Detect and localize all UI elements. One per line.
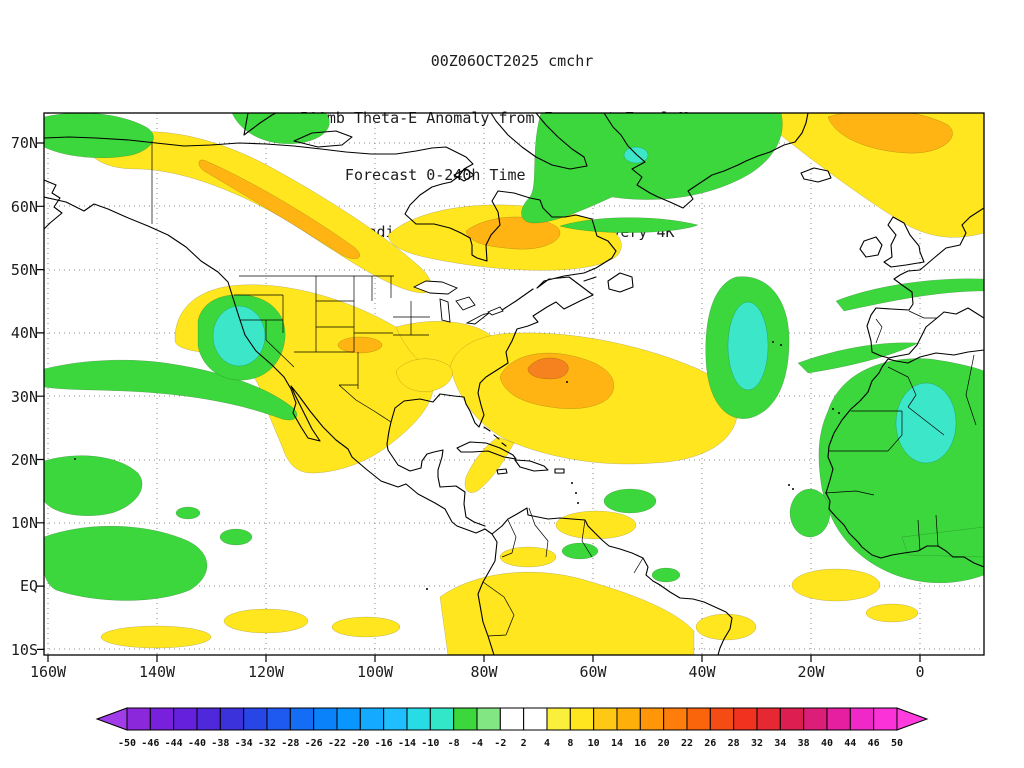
colorbar-tick-label: 40 [821,738,833,749]
colorbar-cell [709,707,735,731]
colorbar-tick-label: -46 [141,738,159,749]
negative-anomaly-shading [44,113,984,601]
colorbar-cell [803,707,828,731]
colorbar-cell [429,707,455,731]
colorbar-cell [149,707,175,731]
lat-label: 20N [10,451,38,469]
colorbar-cell [873,707,898,731]
colorbar-tick-label: -2 [494,738,506,749]
lon-label: 140W [138,663,176,681]
colorbar-cell [359,707,385,731]
map-canvas [37,112,985,662]
colorbar-cell [336,707,361,731]
colorbar-tick-label: -22 [328,738,346,749]
colorbar-cell [499,707,525,731]
lat-label: 10N [10,514,38,532]
colorbar-tick-label: 44 [844,738,856,749]
colorbar-tick-label: -32 [258,738,276,749]
colorbar-tick-label: 32 [751,738,763,749]
colorbar-cell [569,707,595,731]
colorbar-tick-label: 28 [728,738,740,749]
colorbar-cell [453,707,478,731]
colorbar-tick-label: -10 [421,738,439,749]
colorbar-tick-label: 22 [681,738,693,749]
colorbar-tick-label: -40 [188,738,206,749]
lat-label: 10S [10,641,38,659]
colorbar-tick-label: 8 [567,738,573,749]
colorbar-tick-label: 34 [774,738,786,749]
colorbar-cell [173,707,198,731]
map-frame [43,112,985,656]
lon-label: 120W [247,663,285,681]
title-line-1: 00Z06OCT2025 cmchr [430,52,594,70]
lat-label: 60N [10,198,38,216]
colorbar-tick-label: 14 [611,738,623,749]
colorbar-cell [243,707,268,731]
colorbar-cell [406,707,431,731]
colorbar-cell [546,707,571,731]
colorbar-cell [826,707,851,731]
colorbar-cell [593,707,618,731]
colorbar-tick-label: -34 [235,738,253,749]
colorbar-cell [733,707,758,731]
colorbar-cell [266,707,291,731]
lat-label: 70N [10,134,38,152]
colorbar-tick-label: -16 [375,738,393,749]
colorbar-tick-label: 4 [544,738,550,749]
colorbar-tick-label: -28 [281,738,299,749]
colorbar-left-arrow [95,707,128,731]
lon-label: 0 [915,663,925,681]
colorbar-cell [663,707,688,731]
colorbar-cell [313,707,338,731]
colorbar-cell [616,707,641,731]
colorbar-tick-label: -44 [165,738,183,749]
colorbar-cell [289,707,315,731]
colorbar-cell [849,707,875,731]
lon-label: 40W [688,663,716,681]
colorbar-svg: -50 -46 -44 -40 -38 -34 -32 -28 -26 -22 -20 -16 -14-… [95,707,929,749]
colorbar-tick-label: 38 [798,738,810,749]
lon-label: 100W [356,663,394,681]
colorbar-tick-label: -4 [471,738,483,749]
axis-ticks [37,142,921,662]
colorbar-tick-label: 20 [658,738,670,749]
colorbar-cell [639,707,665,731]
colorbar-right-arrow [896,707,929,731]
lon-label: 160W [29,663,67,681]
colorbar-tick-label: 46 [868,738,880,749]
colorbar-cell [383,707,408,731]
colorbar-cell [523,707,548,731]
lon-label: 60W [579,663,607,681]
shading-field [44,113,984,655]
colorbar-tick-label: -26 [305,738,323,749]
political-borders [151,141,977,637]
lat-label: 50N [10,261,38,279]
colorbar-cell [756,707,781,731]
colorbar-cell [196,707,221,731]
colorbar-tick-label: 2 [521,738,527,749]
colorbar-tick-label: 26 [704,738,716,749]
lat-label: 30N [10,388,38,406]
colorbar-tick-label: -50 [118,738,136,749]
colorbar-cell [219,707,245,731]
colorbar-tick-label: -14 [398,738,416,749]
strong-positive-shading [198,113,953,409]
colorbar-cell [779,707,805,731]
lon-label: 20W [797,663,825,681]
lat-label: 40N [10,324,38,342]
colorbar-cell [686,707,711,731]
colorbar-tick-label: 50 [891,738,903,749]
colorbar-tick-label: -38 [211,738,229,749]
colorbar-tick-label: -8 [448,738,460,749]
lat-label: EQ [19,577,38,595]
colorbar-cell [126,707,151,731]
colorbar-cell [476,707,501,731]
lon-label: 80W [470,663,498,681]
colorbar-tick-label: 10 [588,738,600,749]
coastlines [44,113,984,655]
colorbar-tick-label: -20 [351,738,369,749]
colorbar-tick-label: 16 [634,738,646,749]
